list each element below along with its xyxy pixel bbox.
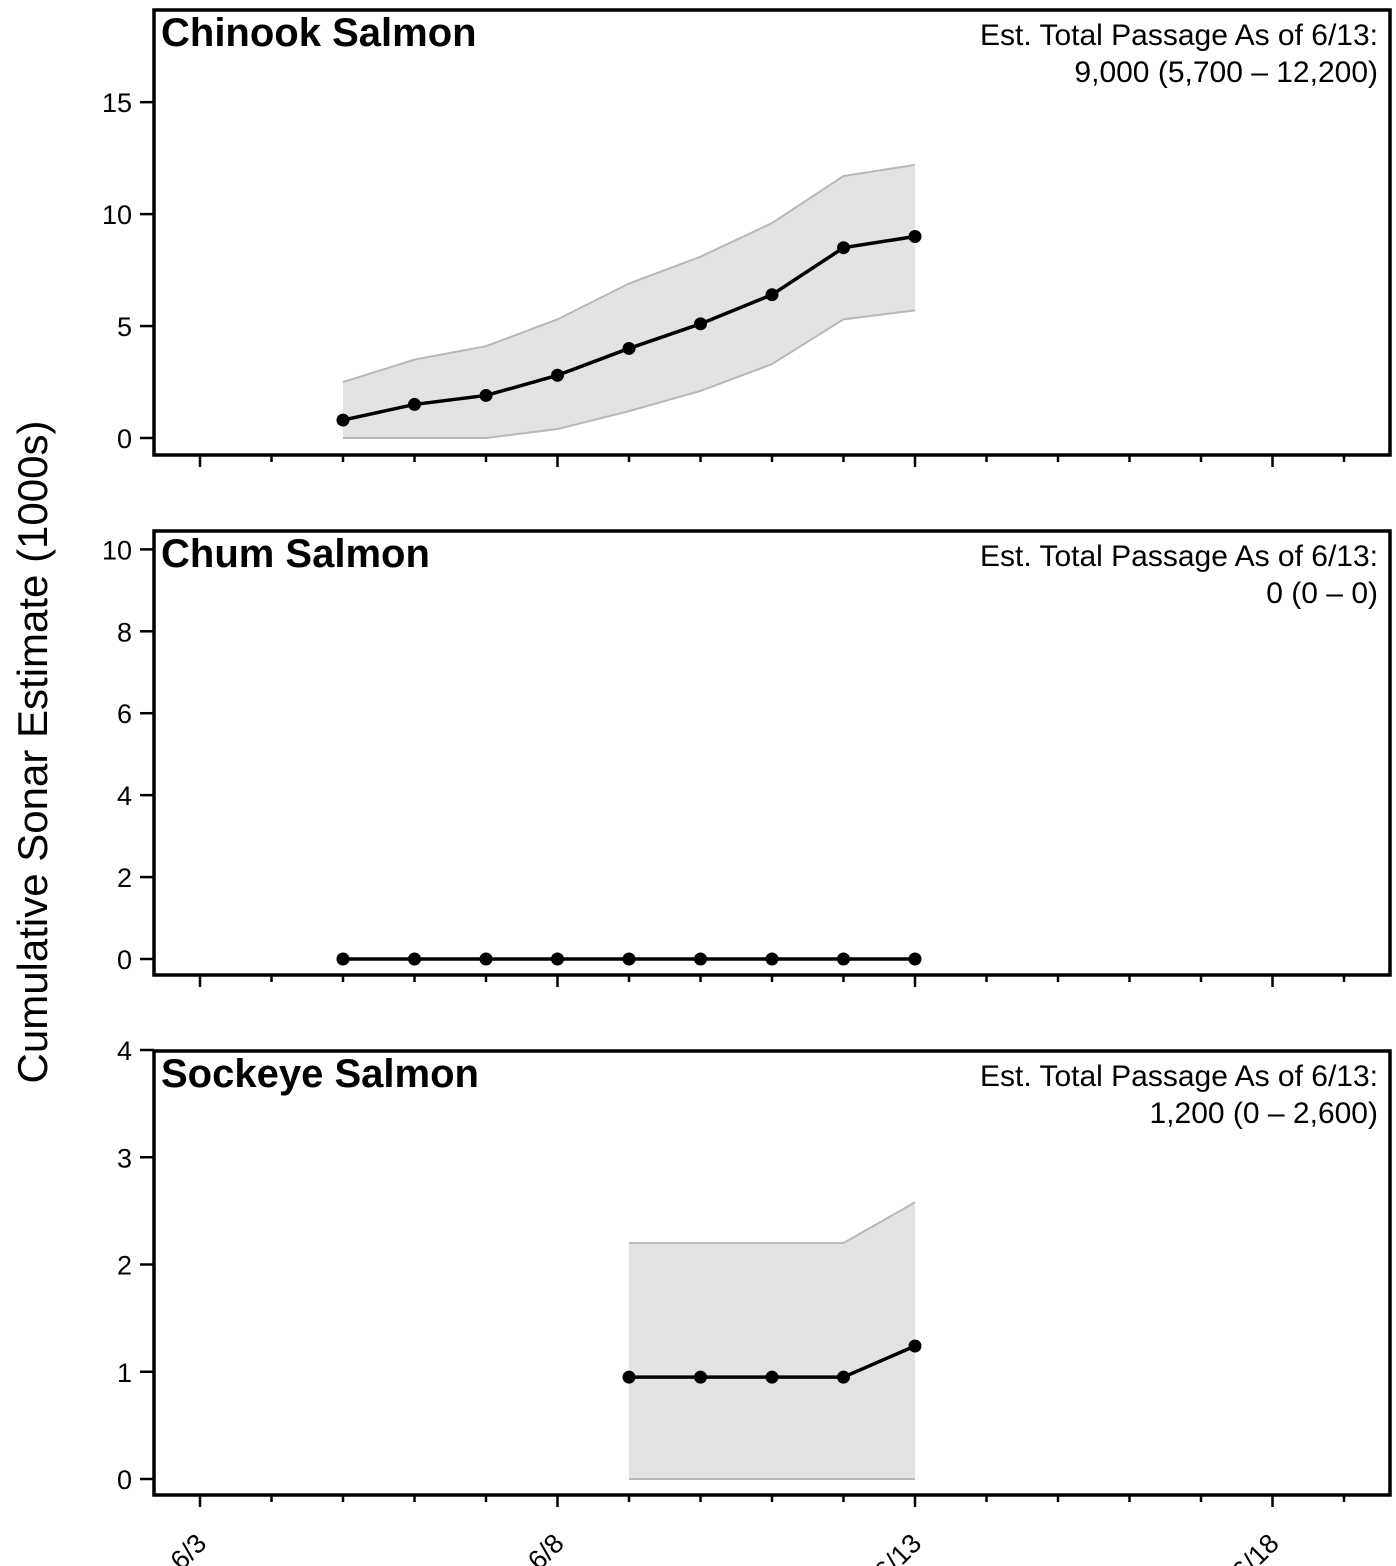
data-point bbox=[336, 413, 350, 427]
x-tick-label: 6/13 bbox=[869, 1528, 927, 1566]
confidence-lower-line bbox=[343, 309, 916, 439]
panel-frame bbox=[152, 529, 1392, 977]
annotation-line-2: 9,000 (5,700 – 12,200) bbox=[1074, 56, 1378, 89]
y-tick-label: 4 bbox=[117, 1036, 132, 1066]
y-tick-label: 0 bbox=[117, 1465, 132, 1495]
panel-title: Sockeye Salmon bbox=[161, 1052, 479, 1096]
y-tick-label: 5 bbox=[117, 312, 132, 342]
y-tick-label: 2 bbox=[117, 863, 132, 893]
annotation-line-2: 0 (0 – 0) bbox=[1266, 577, 1378, 610]
panel-2: 0 2 4 6 8 10 Chum Salmon Est. Total Passage As … bbox=[102, 529, 1392, 987]
data-point bbox=[622, 952, 636, 966]
confidence-band bbox=[629, 1202, 915, 1479]
y-tick-label: 2 bbox=[117, 1251, 132, 1281]
y-tick-label: 4 bbox=[117, 781, 132, 811]
data-point bbox=[908, 952, 922, 966]
annotation-line-1: Est. Total Passage As of 6/13: bbox=[980, 19, 1378, 52]
data-point bbox=[694, 952, 707, 966]
y-tick-label: 0 bbox=[117, 945, 132, 975]
data-point bbox=[765, 1370, 779, 1384]
data-point bbox=[908, 230, 922, 243]
y-tick-label: 3 bbox=[117, 1143, 132, 1173]
x-tick-label: 6/18 bbox=[1226, 1528, 1284, 1566]
data-point bbox=[908, 1339, 922, 1353]
data-point bbox=[765, 288, 779, 302]
confidence-upper-line bbox=[629, 1201, 916, 1245]
data-point bbox=[408, 397, 421, 411]
data-point bbox=[837, 952, 850, 966]
y-tick-label: 10 bbox=[102, 535, 132, 565]
y-tick-label: 6 bbox=[117, 699, 132, 729]
x-tick-label: 6/8 bbox=[522, 1528, 570, 1566]
data-point bbox=[479, 952, 493, 966]
y-axis-label: Cumulative Sonar Estimate (1000s) bbox=[9, 421, 56, 1084]
y-tick-label: 10 bbox=[102, 200, 132, 230]
data-point bbox=[408, 952, 421, 966]
data-point bbox=[622, 341, 636, 355]
y-tick-label: 0 bbox=[117, 424, 132, 454]
panel-1: 0 5 10 15 Chinook Salmon Est. Total Passage A… bbox=[102, 8, 1392, 467]
data-point bbox=[837, 1370, 850, 1384]
data-point bbox=[837, 241, 850, 255]
data-point bbox=[336, 952, 350, 966]
panel-title: Chinook Salmon bbox=[161, 11, 477, 55]
data-point bbox=[765, 952, 779, 966]
data-point bbox=[479, 388, 493, 402]
confidence-upper-line bbox=[342, 163, 916, 383]
data-point bbox=[551, 368, 564, 382]
y-tick-label: 15 bbox=[102, 88, 132, 118]
y-tick-label: 8 bbox=[117, 617, 132, 647]
data-point bbox=[694, 1370, 707, 1384]
panel-3: 0 1 2 3 4 Sockeye Salmon Est. Total Passage As… bbox=[117, 1036, 1392, 1507]
annotation-line-2: 1,200 (0 – 2,600) bbox=[1149, 1097, 1378, 1130]
data-point bbox=[551, 952, 564, 966]
annotation-line-1: Est. Total Passage As of 6/13: bbox=[980, 540, 1378, 573]
panel-title: Chum Salmon bbox=[161, 532, 430, 576]
data-point bbox=[694, 317, 707, 331]
x-tick-label: 6/3 bbox=[164, 1528, 212, 1566]
confidence-band bbox=[343, 164, 915, 438]
annotation-line-1: Est. Total Passage As of 6/13: bbox=[980, 1060, 1378, 1093]
data-point bbox=[622, 1370, 636, 1384]
y-tick-label: 1 bbox=[117, 1358, 132, 1388]
